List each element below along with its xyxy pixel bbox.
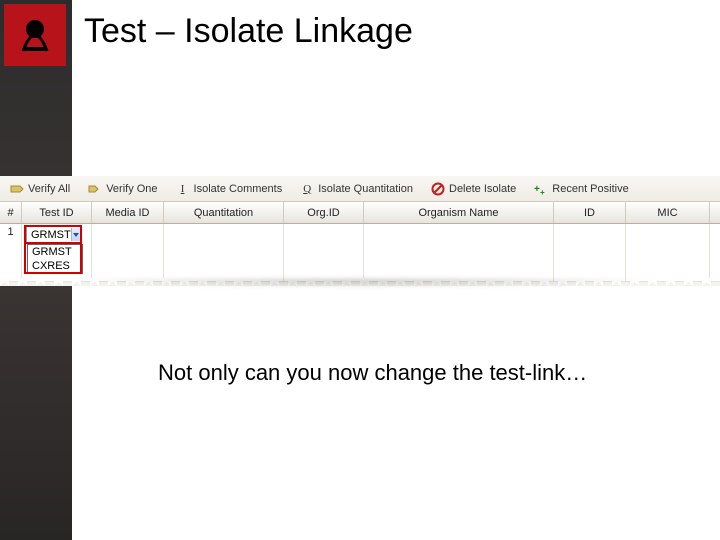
col-header-mic[interactable]: MIC [626, 202, 710, 223]
col-header-quantitation[interactable]: Quantitation [164, 202, 284, 223]
verify-all-label: Verify All [28, 183, 70, 195]
test-id-selected-value: GRMST [31, 229, 71, 241]
col-header-test-id[interactable]: Test ID [22, 202, 92, 223]
recent-positive-button[interactable]: ++ Recent Positive [530, 180, 632, 198]
isolate-comments-button[interactable]: I Isolate Comments [172, 180, 287, 198]
shadow-decoration [0, 279, 720, 297]
page-title: Test – Isolate Linkage [84, 12, 413, 51]
cell-mic[interactable] [626, 224, 710, 281]
toolbar: Verify All Verify One I Isolate Comments… [0, 176, 720, 202]
logo-icon [11, 11, 59, 59]
cell-org-id[interactable] [284, 224, 364, 281]
svg-text:+: + [540, 188, 545, 196]
delete-isolate-label: Delete Isolate [449, 183, 516, 195]
verify-one-icon [88, 182, 102, 196]
delete-isolate-button[interactable]: Delete Isolate [427, 180, 520, 198]
test-id-combobox[interactable]: GRMST GRMST CXRES [26, 226, 82, 243]
col-header-media-id[interactable]: Media ID [92, 202, 164, 223]
isolate-comments-icon: I [176, 182, 190, 196]
col-header-id[interactable]: ID [554, 202, 626, 223]
slide-caption: Not only can you now change the test-lin… [158, 360, 587, 386]
cell-organism-name[interactable] [364, 224, 554, 281]
screenshot-region: Verify All Verify One I Isolate Comments… [0, 176, 720, 286]
col-header-num[interactable]: # [0, 202, 22, 223]
col-header-organism-name[interactable]: Organism Name [364, 202, 554, 223]
isolate-quantitation-icon: Q [300, 182, 314, 196]
test-id-dropdown-list[interactable]: GRMST CXRES [27, 244, 83, 274]
verify-one-label: Verify One [106, 183, 157, 195]
isolate-quantitation-label: Isolate Quantitation [318, 183, 413, 195]
cell-quantitation[interactable] [164, 224, 284, 281]
test-id-option[interactable]: GRMST [28, 245, 82, 259]
test-id-option[interactable]: CXRES [28, 259, 82, 273]
cell-row-num: 1 [0, 224, 22, 281]
col-header-org-id[interactable]: Org.ID [284, 202, 364, 223]
cell-id[interactable] [554, 224, 626, 281]
cell-media-id[interactable] [92, 224, 164, 281]
presentation-slide: Test – Isolate Linkage Verify All Verify… [0, 0, 720, 540]
recent-positive-label: Recent Positive [552, 183, 628, 195]
plus-plus-icon: ++ [534, 182, 548, 196]
table-row: 1 GRMST GRMST CXRES [0, 224, 720, 282]
verify-one-button[interactable]: Verify One [84, 180, 161, 198]
verify-all-icon [10, 182, 24, 196]
verify-all-button[interactable]: Verify All [6, 180, 74, 198]
table-header-row: # Test ID Media ID Quantitation Org.ID O… [0, 202, 720, 224]
isolate-comments-label: Isolate Comments [194, 183, 283, 195]
logo [4, 4, 66, 66]
cell-test-id: GRMST GRMST CXRES [22, 224, 92, 281]
isolate-quantitation-button[interactable]: Q Isolate Quantitation [296, 180, 417, 198]
chevron-down-icon[interactable] [71, 228, 80, 241]
delete-icon [431, 182, 445, 196]
